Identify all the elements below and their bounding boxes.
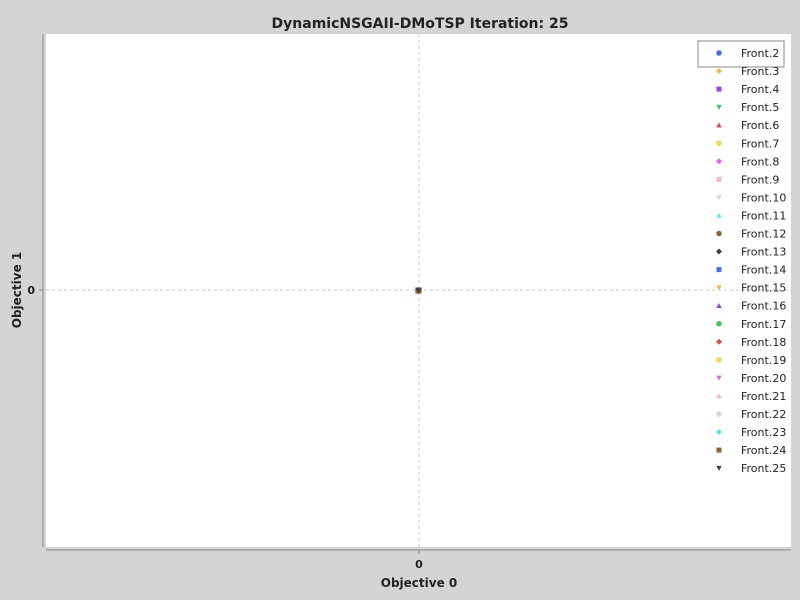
legend-label: Front.5 — [741, 101, 779, 114]
legend-label: Front.17 — [741, 318, 786, 331]
legend-item: Front.21 — [716, 390, 786, 403]
legend-item: Front.23 — [716, 426, 786, 439]
legend-item: Front.14 — [716, 264, 786, 277]
legend: Front.2 Front.3 Front.4 Front.5 Front.6 Front… — [716, 47, 786, 475]
legend-marker — [716, 393, 722, 399]
legend-label: Front.9 — [741, 173, 779, 186]
legend-label: Front.15 — [741, 282, 786, 295]
legend-item: Front.13 — [716, 246, 786, 259]
legend-item: Front.25 — [716, 462, 786, 475]
legend-marker — [716, 429, 722, 436]
legend-label: Front.14 — [741, 264, 786, 277]
legend-marker — [716, 212, 722, 218]
legend-item: Front.24 — [716, 444, 786, 457]
data-points — [414, 286, 423, 295]
legend-marker — [716, 158, 722, 165]
legend-label: Front.11 — [741, 209, 786, 222]
legend-label: Front.18 — [741, 336, 786, 349]
legend-label: Front.8 — [741, 155, 779, 168]
legend-label: Front.4 — [741, 83, 779, 96]
legend-marker — [716, 104, 722, 110]
legend-item: Front.4 — [716, 83, 779, 96]
legend-item: Front.2 — [716, 47, 779, 60]
legend-marker — [716, 68, 722, 75]
legend-marker — [716, 411, 722, 417]
legend-marker — [716, 465, 722, 471]
legend-item: Front.17 — [716, 318, 786, 331]
legend-marker — [716, 176, 722, 182]
x-tick-label: 0 — [415, 558, 423, 571]
legend-marker — [716, 195, 722, 201]
legend-marker — [716, 302, 722, 308]
legend-item: Front.5 — [716, 101, 779, 114]
legend-label: Front.2 — [741, 47, 779, 60]
x-axis-label: Objective 0 — [381, 576, 458, 590]
legend-label: Front.7 — [741, 137, 779, 150]
legend-item: Front.20 — [716, 372, 786, 385]
legend-item: Front.12 — [716, 228, 786, 241]
legend-marker — [716, 447, 722, 453]
legend-label: Front.16 — [741, 300, 786, 313]
legend-label: Front.24 — [741, 444, 786, 457]
y-tick-label: 0 — [27, 284, 35, 297]
chart-title: DynamicNSGAII-DMoTSP Iteration: 25 — [272, 16, 569, 32]
legend-marker — [716, 357, 722, 363]
legend-marker — [716, 338, 722, 345]
legend-item: Front.7 — [716, 137, 779, 150]
legend-marker — [716, 50, 722, 56]
legend-item: Front.8 — [716, 155, 779, 168]
legend-item: Front.11 — [716, 209, 786, 222]
legend-label: Front.23 — [741, 426, 786, 439]
legend-item: Front.9 — [716, 173, 779, 186]
legend-label: Front.21 — [741, 390, 786, 403]
legend-marker — [716, 285, 722, 291]
legend-marker — [716, 86, 722, 92]
legend-marker — [716, 267, 722, 273]
legend-highlight-box — [697, 40, 785, 68]
legend-label: Front.3 — [741, 65, 779, 78]
legend-marker — [716, 140, 722, 146]
legend-marker — [716, 248, 722, 255]
legend-item: Front.3 — [716, 65, 779, 78]
legend-label: Front.20 — [741, 372, 786, 385]
data-point-front-25 — [415, 287, 422, 294]
legend-item: Front.15 — [716, 282, 786, 295]
legend-marker — [716, 122, 722, 128]
legend-label: Front.19 — [741, 354, 786, 367]
legend-label: Front.22 — [741, 408, 786, 421]
y-axis-label: Objective 1 — [10, 252, 24, 329]
legend-marker — [716, 321, 722, 327]
legend-label: Front.12 — [741, 228, 786, 241]
legend-item: Front.6 — [716, 119, 779, 132]
legend-item: Front.18 — [716, 336, 786, 349]
legend-item: Front.16 — [716, 300, 786, 313]
legend-label: Front.25 — [741, 462, 786, 475]
legend-label: Front.13 — [741, 246, 786, 259]
legend-marker — [716, 230, 722, 237]
legend-label: Front.10 — [741, 191, 786, 204]
legend-label: Front.6 — [741, 119, 779, 132]
legend-marker — [716, 375, 722, 381]
legend-item: Front.22 — [716, 408, 786, 421]
legend-item: Front.19 — [716, 354, 786, 367]
legend-item: Front.10 — [716, 191, 786, 204]
